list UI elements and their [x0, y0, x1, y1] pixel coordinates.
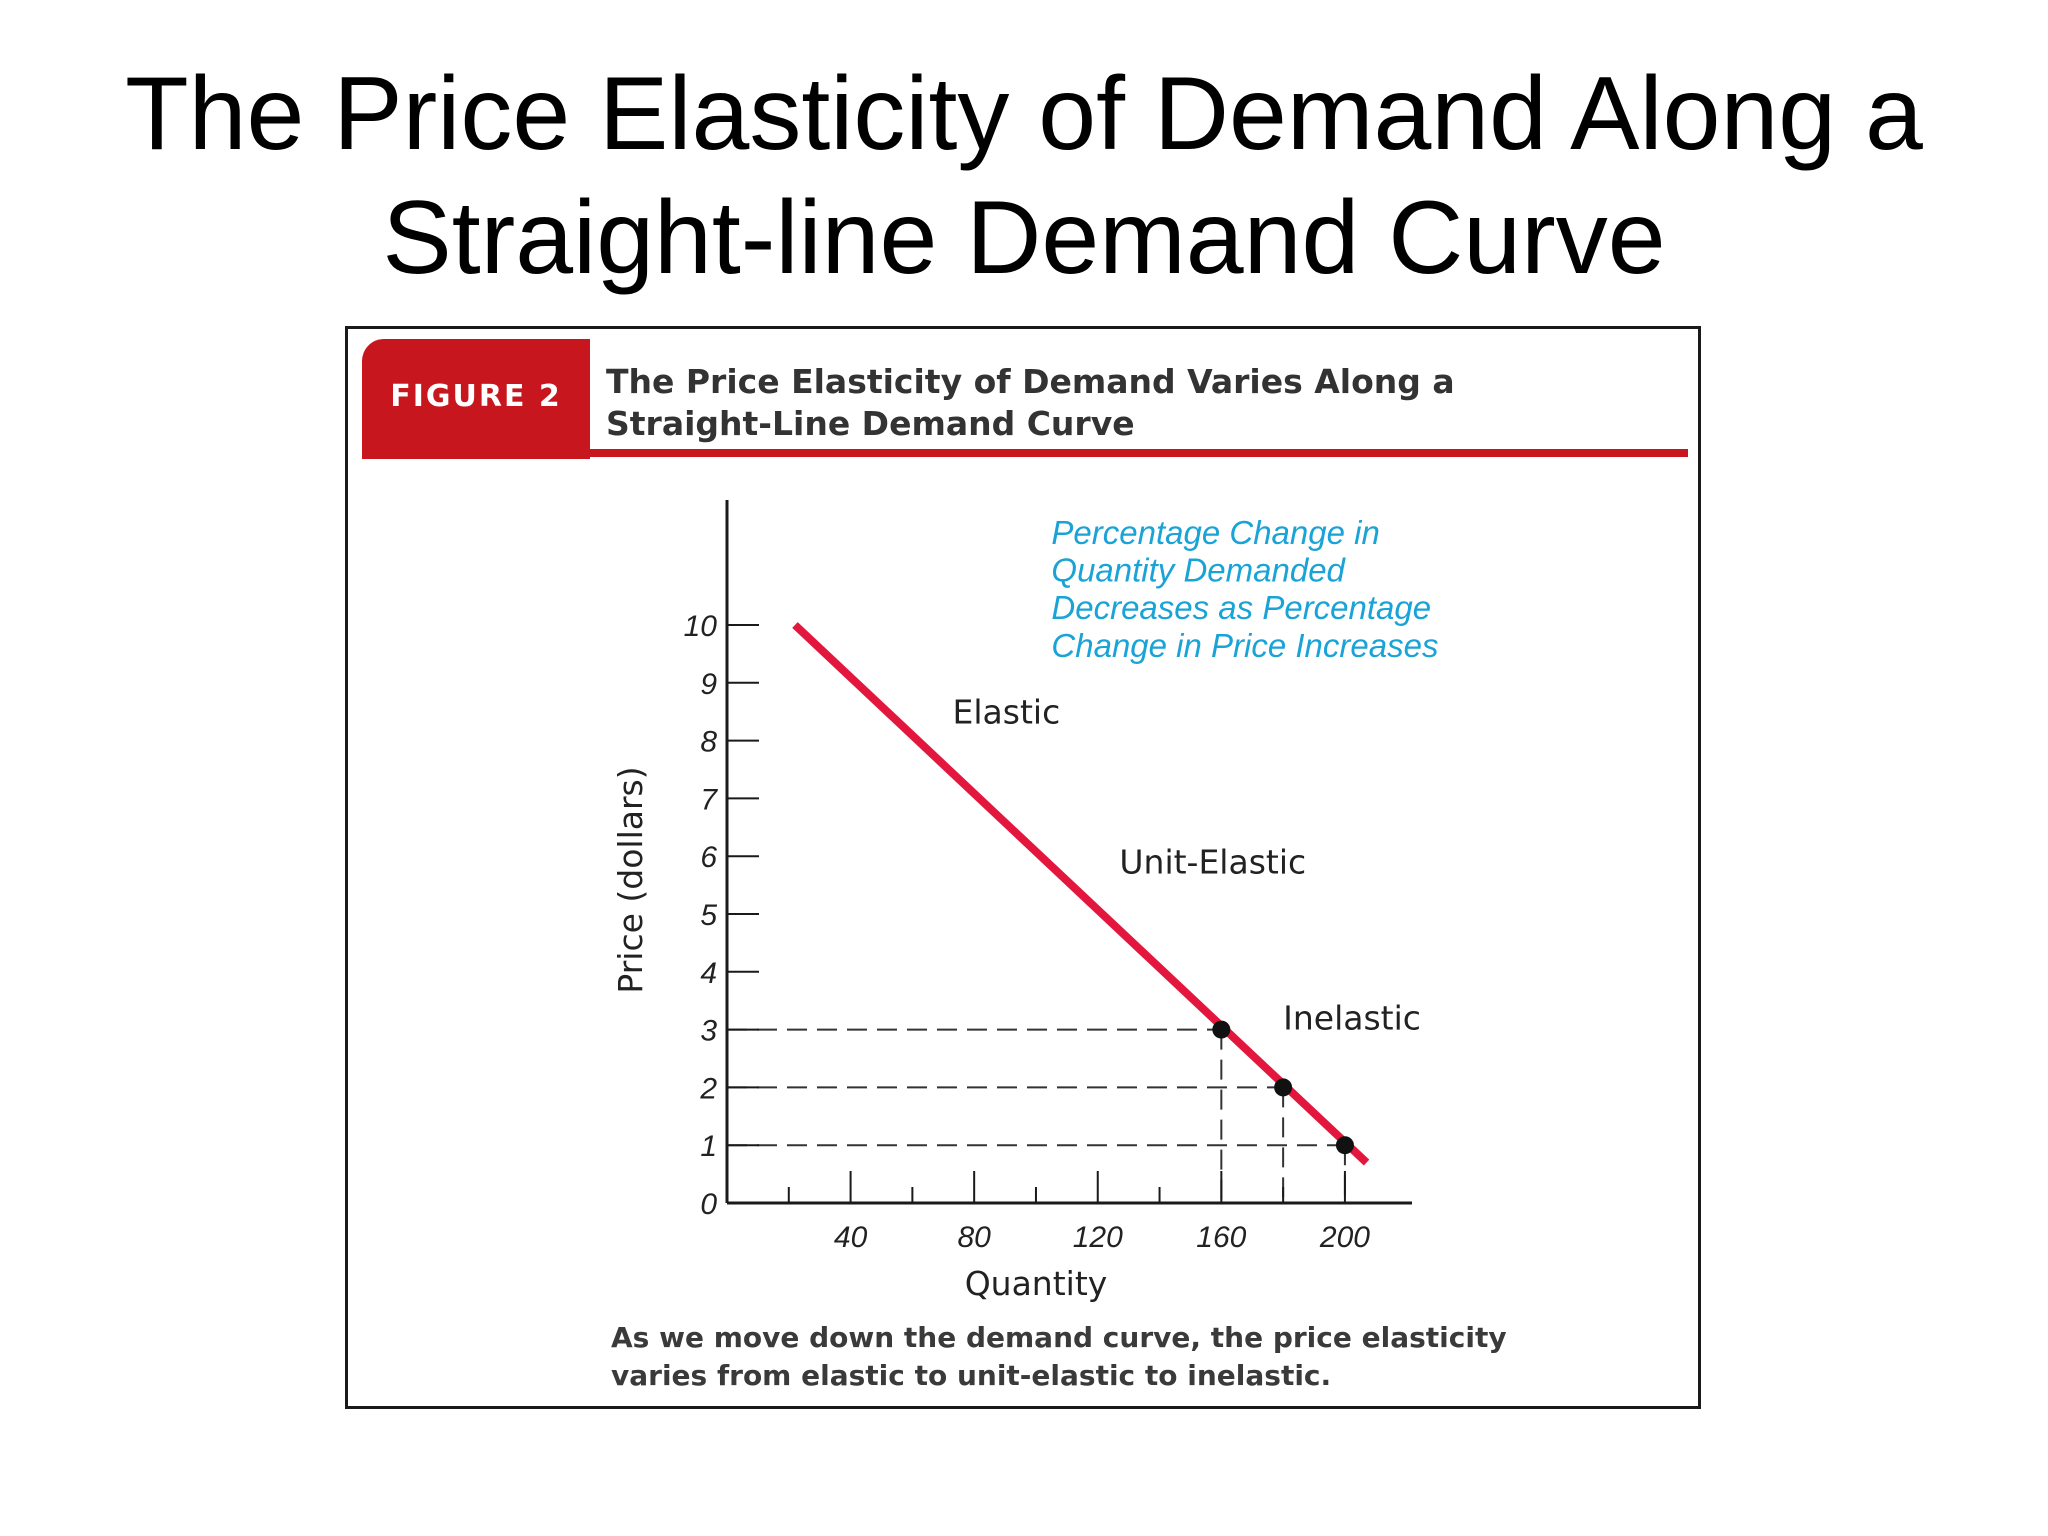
blue-note-line-4: Change in Price Increases: [1051, 627, 1438, 664]
demand-point-2: [1274, 1078, 1293, 1097]
figure-header: FIGURE 2 The Price Elasticity of Demand …: [362, 339, 1688, 459]
slide-title: The Price Elasticity of Demand Along a S…: [0, 52, 2048, 300]
y-tick-label-0: 0: [700, 1188, 717, 1221]
y-tick-label-3: 3: [700, 1015, 717, 1048]
x-tick-label-120: 120: [1073, 1221, 1123, 1254]
y-tick-label-9: 9: [700, 668, 717, 701]
label-inelastic: Inelastic: [1283, 999, 1421, 1038]
figure-caption: As we move down the demand curve, the pr…: [611, 1319, 1611, 1395]
slide-title-line-2: Straight-line Demand Curve: [382, 180, 1666, 296]
demand-point-3: [1335, 1136, 1354, 1155]
y-tick-label-8: 8: [700, 726, 717, 759]
y-tick-label-4: 4: [700, 957, 717, 990]
figure-heading-line-2: Straight-Line Demand Curve: [606, 404, 1135, 443]
blue-note-line-3: Decreases as Percentage: [1051, 589, 1431, 626]
x-axis-title: Quantity: [965, 1264, 1108, 1303]
y-tick-label-7: 7: [700, 783, 718, 816]
y-tick-label-5: 5: [700, 899, 717, 932]
demand-curve: [792, 622, 1370, 1166]
figure-caption-line-2: varies from elastic to unit-elastic to i…: [611, 1359, 1332, 1392]
blue-note-line-1: Percentage Change in: [1051, 514, 1379, 551]
x-tick-label-160: 160: [1196, 1221, 1246, 1254]
y-tick-label-6: 6: [700, 841, 717, 874]
figure-panel: FIGURE 2 The Price Elasticity of Demand …: [345, 326, 1701, 1409]
x-tick-label-80: 80: [957, 1221, 991, 1254]
figure-caption-line-1: As we move down the demand curve, the pr…: [611, 1321, 1507, 1354]
x-tick-label-200: 200: [1319, 1221, 1370, 1254]
y-tick-label-2: 2: [699, 1072, 717, 1105]
figure-tab-label: FIGURE 2: [390, 378, 562, 414]
x-tick-label-40: 40: [834, 1221, 868, 1254]
blue-note-line-2: Quantity Demanded: [1051, 552, 1346, 589]
figure-heading-line-1: The Price Elasticity of Demand Varies Al…: [606, 362, 1455, 401]
figure-header-rule: [590, 449, 1688, 457]
slide-title-line-1: The Price Elasticity of Demand Along a: [125, 56, 1923, 172]
demand-point-1: [1212, 1020, 1231, 1039]
y-axis-title: Price (dollars): [611, 766, 650, 993]
figure-heading: The Price Elasticity of Demand Varies Al…: [606, 361, 1606, 445]
figure-tab: FIGURE 2: [362, 339, 590, 459]
label-unit-elastic: Unit-Elastic: [1119, 843, 1306, 882]
y-tick-label-1: 1: [700, 1130, 717, 1163]
label-elastic: Elastic: [953, 692, 1061, 731]
y-tick-label-10: 10: [684, 610, 718, 643]
